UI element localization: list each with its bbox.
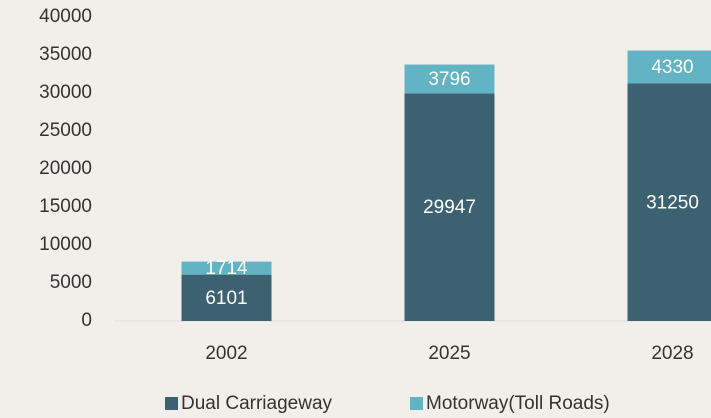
y-tick-label: 0 bbox=[81, 310, 92, 331]
legend-label: Motorway(Toll Roads) bbox=[426, 393, 610, 414]
value-label: 31250 bbox=[646, 192, 699, 213]
y-tick-label: 25000 bbox=[39, 120, 92, 141]
value-label: 1714 bbox=[205, 258, 248, 279]
y-tick-label: 5000 bbox=[50, 272, 92, 293]
y-tick-label: 10000 bbox=[39, 234, 92, 255]
bar-segment bbox=[627, 50, 711, 84]
bar-segment bbox=[404, 64, 495, 94]
y-tick-label: 35000 bbox=[39, 44, 92, 65]
value-label: 29947 bbox=[423, 197, 476, 218]
value-label: 3796 bbox=[428, 69, 470, 90]
x-tick-label: 2028 bbox=[651, 343, 693, 364]
bar-segment bbox=[627, 83, 711, 321]
value-label: 4330 bbox=[651, 57, 693, 78]
x-tick-label: 2025 bbox=[428, 343, 470, 364]
y-tick-label: 30000 bbox=[39, 82, 92, 103]
y-tick-label: 40000 bbox=[39, 6, 92, 27]
legend-swatch bbox=[165, 397, 178, 410]
value-label: 6101 bbox=[205, 288, 247, 309]
legend-label: Dual Carriageway bbox=[181, 393, 333, 414]
bar-segment bbox=[181, 261, 272, 275]
bar-segment bbox=[181, 274, 272, 321]
x-tick-label: 2002 bbox=[205, 343, 247, 364]
legend-swatch bbox=[410, 397, 423, 410]
y-tick-label: 15000 bbox=[39, 196, 92, 217]
bar-segment bbox=[404, 93, 495, 321]
y-tick-label: 20000 bbox=[39, 158, 92, 179]
